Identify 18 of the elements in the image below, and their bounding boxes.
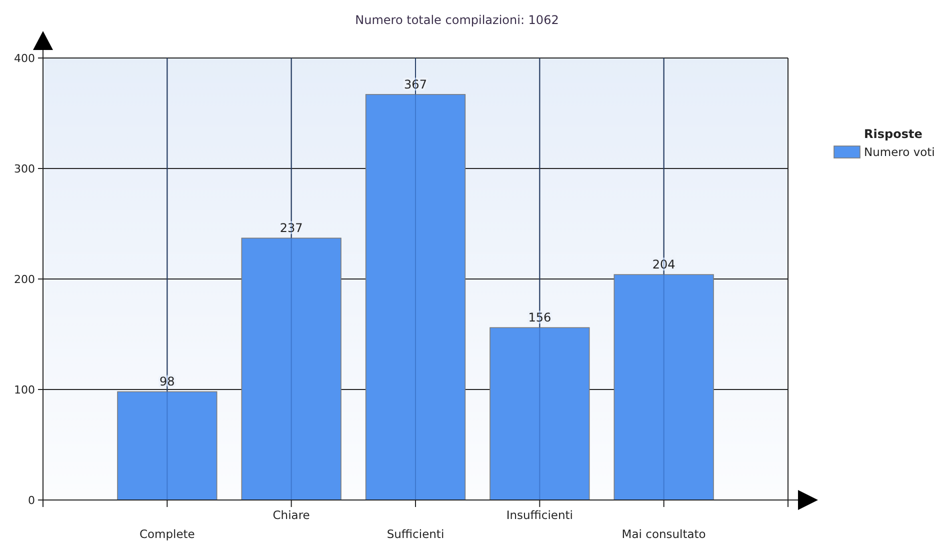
x-tick-label: Chiare [272,508,310,522]
bar [614,274,714,500]
bar [490,327,590,500]
y-tick-label: 0 [28,494,35,507]
x-tick-label: Insufficienti [506,508,574,522]
x-tick-label: Mai consultato [622,527,706,541]
bar [241,238,342,500]
y-tick-label: 100 [14,384,35,396]
y-tick-label: 400 [14,52,35,65]
y-tick-label: 200 [14,273,35,286]
chart-title: Numero totale compilazioni: 1062 [355,13,559,27]
legend-title: Risposte [864,127,922,141]
bar [117,391,218,500]
x-tick-label: Complete [139,527,195,541]
x-tick-label: Sufficienti [386,527,444,541]
legend-label: Numero voti [864,145,934,159]
bar [365,94,466,500]
y-tick-label: 300 [14,162,35,176]
